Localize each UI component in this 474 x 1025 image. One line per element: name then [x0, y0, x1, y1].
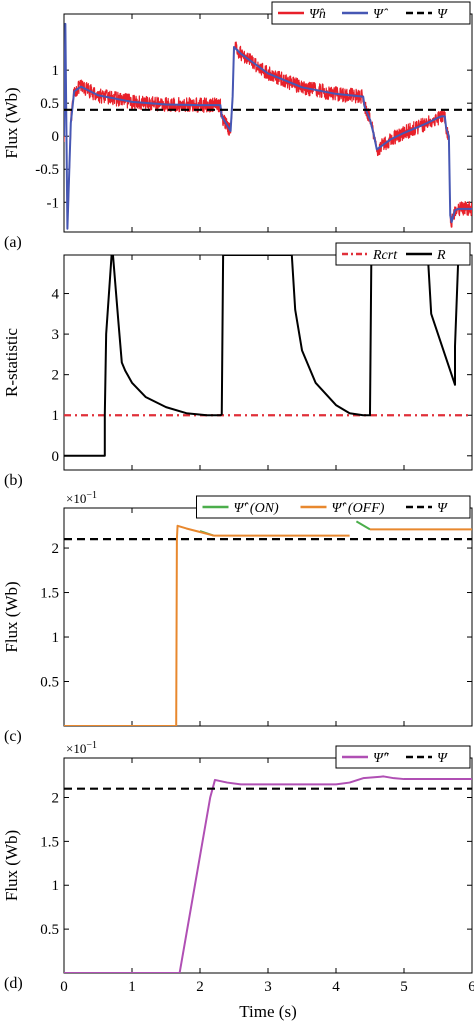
series-0-line-b	[355, 520, 371, 531]
plot-frame	[63, 13, 473, 233]
y-tick-label: -1	[47, 195, 60, 211]
legend: Ψ̂′ (ON) Ψ̂′ (OFF) Ψ	[196, 495, 471, 519]
legend-entry: Ψ̂n	[309, 7, 326, 22]
y-tick-label: 2	[52, 541, 60, 557]
x-tick-label: 2	[196, 979, 204, 995]
legend-entry: Ψ̂′ (OFF)	[332, 501, 385, 516]
y-tick-label: 0	[52, 449, 60, 465]
y-axis-label: Flux (Wb)	[2, 581, 21, 652]
legend-box	[335, 745, 471, 769]
legend-entry: Ψ̂″	[373, 751, 389, 766]
series-0-line	[64, 775, 472, 973]
series-group	[64, 22, 472, 230]
panel-1: 0 1 2 3 4 R-statistic (b) Rcrt R	[2, 242, 473, 489]
legend: Ψ̂″ Ψ	[335, 745, 471, 769]
legend-box	[335, 242, 471, 266]
plot-frame	[63, 757, 473, 974]
series-group	[64, 255, 472, 457]
legend: Ψ̂n Ψ̂ Ψ	[271, 1, 471, 25]
legend-entry: Ψ	[437, 751, 448, 766]
panel-2: 0.5 1 1.5 2 Flux (Wb) (c) ×10−1 Ψ̂′ (ON) Ψ̂′ (OF…	[2, 490, 473, 745]
y-tick-label: 1	[52, 878, 60, 894]
y-tick-label: 2	[52, 368, 60, 384]
series-1-line	[64, 255, 460, 457]
legend-box	[196, 495, 471, 519]
series-1-line	[64, 22, 472, 230]
axis-multiplier: ×10−1	[66, 490, 97, 506]
panel-label: (b)	[4, 472, 23, 489]
legend-entry: Ψ	[437, 501, 448, 516]
y-tick-label: 0.5	[40, 922, 59, 938]
y-tick-label: 1	[52, 630, 60, 646]
y-tick-label: 0.5	[40, 96, 59, 112]
x-tick-label: 4	[332, 979, 340, 995]
panel-3: 0 1 2 3 4 5 6 0.5 1 1.5 2 Flux (Wb) (d) ×10−1 Ψ̂″ Ψ	[2, 740, 474, 995]
legend-entry: R	[436, 248, 446, 263]
panel-label: (a)	[4, 234, 22, 251]
y-tick-label: -0.5	[35, 162, 59, 178]
axis-multiplier: ×10−1	[66, 740, 97, 756]
legend-box	[271, 1, 471, 25]
series-group	[64, 520, 472, 726]
series-0-line	[64, 28, 472, 230]
plot-frame	[63, 507, 473, 727]
x-tick-label: 3	[264, 979, 272, 995]
x-tick-label: 1	[128, 979, 136, 995]
legend-entry: Ψ̂′ (ON)	[234, 501, 280, 516]
legend: Rcrt R	[335, 242, 471, 266]
x-tick-label: 0	[60, 979, 68, 995]
y-axis-label: Flux (Wb)	[2, 87, 21, 158]
panel-label: (d)	[4, 975, 23, 992]
legend-entry: Ψ	[437, 7, 448, 22]
y-tick-label: 2	[52, 790, 60, 806]
y-tick-label: 0	[52, 129, 60, 145]
y-tick-label: 3	[52, 327, 60, 343]
x-tick-label: 5	[400, 979, 408, 995]
plot-frame	[63, 254, 473, 471]
x-tick-label: 6	[468, 979, 474, 995]
y-tick-label: 0.5	[40, 675, 59, 691]
y-axis-label: Flux (Wb)	[2, 830, 21, 901]
y-tick-label: 4	[52, 287, 60, 303]
legend-entry: Rcrt	[372, 248, 398, 263]
panel-label: (c)	[4, 728, 22, 745]
x-axis-label: Time (s)	[239, 1002, 296, 1021]
y-axis-label: R-statistic	[2, 328, 21, 397]
y-tick-label: 1	[52, 408, 60, 424]
y-tick-label: 1	[52, 63, 60, 79]
y-tick-label: 1.5	[40, 586, 59, 602]
series-group	[64, 775, 472, 973]
series-1-line	[64, 524, 350, 726]
y-tick-label: 1.5	[40, 834, 59, 850]
